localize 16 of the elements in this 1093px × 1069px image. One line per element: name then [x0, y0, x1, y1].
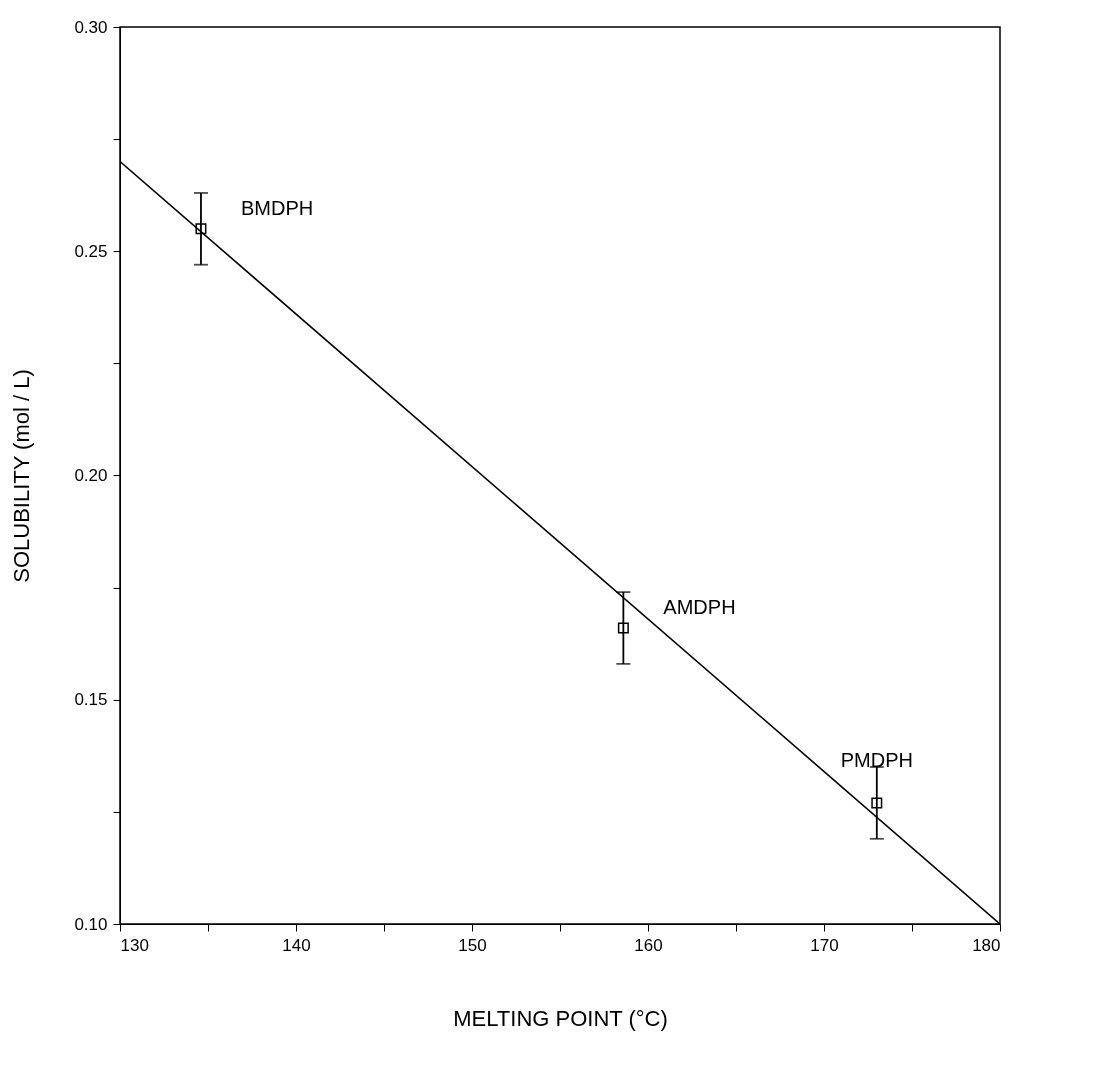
y-axis-title: SOLUBILITY (mol / L) [9, 369, 35, 583]
x-tick-label: 180 [972, 935, 1001, 955]
annotation: PMDPH [840, 748, 913, 771]
y-tick-label: 0.20 [74, 466, 108, 485]
x-tick-label: 160 [634, 935, 663, 955]
y-tick-label: 0.10 [74, 914, 108, 934]
x-tick-label: 130 [120, 935, 149, 955]
y-tick-label: 0.30 [74, 17, 108, 37]
x-tick-label: 140 [282, 935, 311, 955]
y-tick-label: 0.25 [74, 241, 108, 261]
x-tick-label: 150 [458, 935, 487, 955]
annotation: AMDPH [663, 595, 736, 618]
x-tick-label: 170 [810, 935, 839, 955]
x-axis-title: MELTING POINT (°C) [453, 1005, 668, 1031]
y-tick-label: 0.15 [74, 690, 108, 710]
annotation: BMDPH [240, 196, 314, 219]
